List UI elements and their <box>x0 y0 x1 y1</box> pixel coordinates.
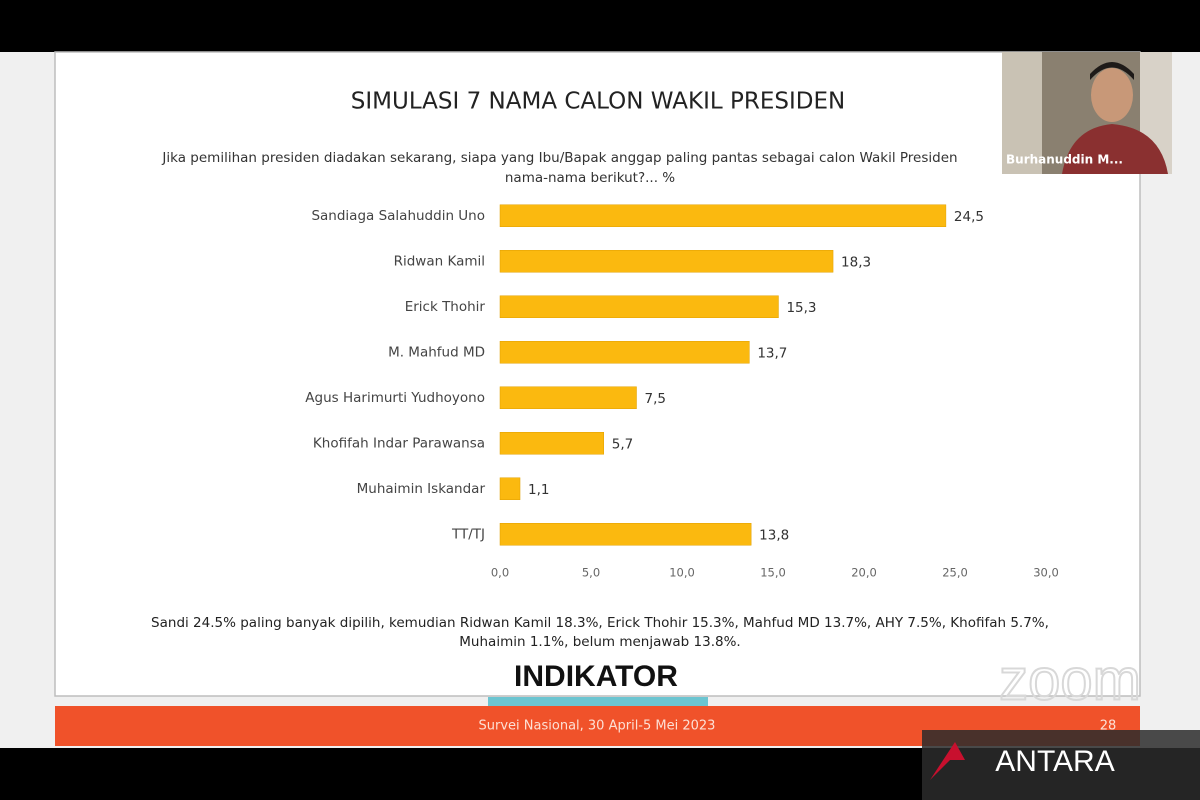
bar <box>499 250 834 273</box>
x-tick-label: 15,0 <box>760 566 786 580</box>
category-label: Ridwan Kamil <box>394 253 485 269</box>
caption: Sandi 24.5% paling banyak dipilih, kemud… <box>151 615 1049 631</box>
bar <box>499 341 750 364</box>
x-tick-label: 5,0 <box>582 566 600 580</box>
chart-title: SIMULASI 7 NAMA CALON WAKIL PRESIDEN <box>351 89 845 115</box>
x-tick-label: 25,0 <box>942 566 968 580</box>
value-label: 24,5 <box>954 209 984 225</box>
video-shirt <box>1062 124 1168 174</box>
chart-subtitle: Jika pemilihan presiden diadakan sekaran… <box>161 150 957 166</box>
value-label: 13,7 <box>757 345 787 361</box>
category-label: Erick Thohir <box>405 299 486 315</box>
slide-frame <box>54 51 1141 697</box>
video-hair <box>1090 62 1134 80</box>
bar <box>499 477 521 500</box>
category-label: Sandiaga Salahuddin Uno <box>311 208 485 224</box>
antara-icon <box>930 742 965 780</box>
value-label: 7,5 <box>645 391 666 407</box>
caption: Muhaimin 1.1%, belum menjawab 13.8%. <box>459 634 740 650</box>
video-face <box>1091 68 1133 122</box>
participant-name: Burhanuddin M... <box>1006 153 1123 167</box>
logo-accent <box>488 697 708 708</box>
antara-watermark: ANTARA <box>995 745 1114 778</box>
category-label: Khofifah Indar Parawansa <box>313 435 485 451</box>
x-tick-label: 30,0 <box>1033 566 1059 580</box>
chart-subtitle: nama-nama berikut?... % <box>505 170 675 186</box>
zoom-watermark: zoom <box>999 647 1141 712</box>
value-label: 18,3 <box>841 254 871 270</box>
footer: Survei Nasional, 30 April-5 Mei 2023 <box>479 719 716 734</box>
participant-video: Burhanuddin M... <box>1002 52 1172 174</box>
category-label: TT/TJ <box>451 526 485 542</box>
bar <box>499 432 604 455</box>
logo: INDIKATOR <box>514 660 678 693</box>
antara-box <box>922 730 1200 800</box>
bar <box>499 295 779 318</box>
value-label: 1,1 <box>528 482 549 498</box>
plot: 0,0 5,0 10,0 15,0 20,0 25,0 30,0 Sandiaga Salah… <box>305 204 1059 580</box>
category-label: Agus Harimurti Yudhoyono <box>305 390 485 406</box>
value-label: 5,7 <box>612 436 633 452</box>
video-wall <box>1002 52 1042 174</box>
category-label: M. Mahfud MD <box>388 344 485 360</box>
value-label: 15,3 <box>786 300 816 316</box>
x-tick-label: 20,0 <box>851 566 877 580</box>
bar <box>499 523 752 546</box>
x-tick-label: 0,0 <box>491 566 509 580</box>
page-number: 28 <box>1100 719 1117 734</box>
value-label: 13,8 <box>759 527 789 543</box>
bar <box>499 204 947 227</box>
bar <box>499 386 637 409</box>
x-tick-label: 10,0 <box>669 566 695 580</box>
category-label: Muhaimin Iskandar <box>357 481 486 497</box>
